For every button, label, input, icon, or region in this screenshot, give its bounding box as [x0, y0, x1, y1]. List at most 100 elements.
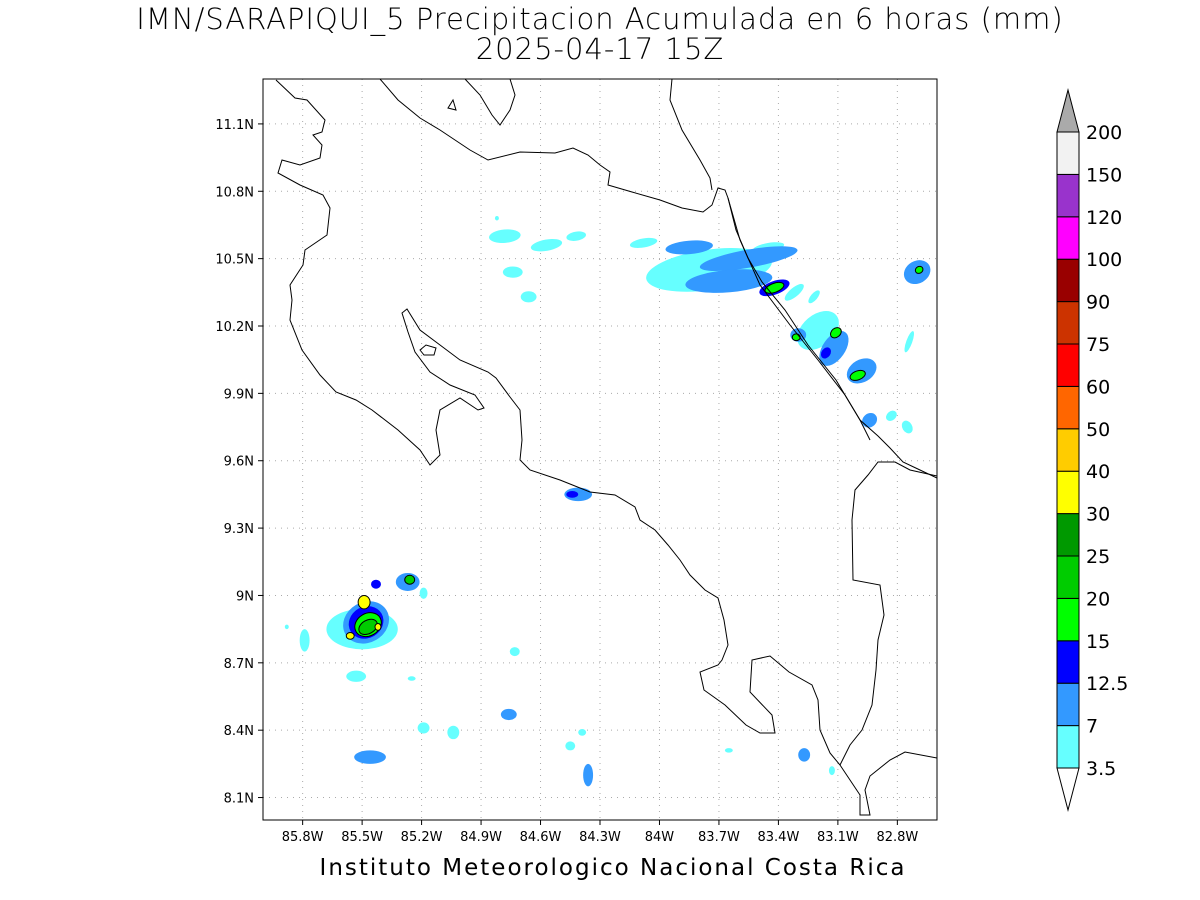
colorbar-level-label: 200 [1086, 122, 1122, 144]
lon-tick-label: 83.4W [758, 830, 800, 845]
precip-cell-light [808, 290, 820, 304]
precip-cell-light [784, 283, 804, 301]
latitude-ticks: 8.1N 8.4N 8.7N 9N 9.3N 9.6N 9.9N 10.2N 10.5N 10.8… [215, 118, 263, 807]
precip-cell [345, 632, 355, 640]
lat-tick-label: 9.3N [224, 522, 254, 537]
precip-cell [914, 265, 924, 274]
precip-cell-light [299, 629, 310, 652]
small-island-north [447, 98, 457, 111]
precip-cell-light [629, 237, 658, 248]
lon-tick-label: 82.8W [876, 830, 918, 845]
lon-tick-label: 84.9W [460, 830, 502, 845]
lat-tick-label: 10.8N [215, 185, 254, 200]
precip-cell-light [494, 215, 499, 221]
lon-tick-label: 85.8W [282, 830, 324, 845]
precip-cell [665, 240, 713, 255]
precip-cell-light [578, 729, 587, 736]
colorbar-swatch [1056, 597, 1080, 642]
colorbar-level-label: 12.5 [1086, 673, 1128, 695]
map-title: IMN/SARAPIQUI_5 Precipitacion Acumulada … [136, 2, 1064, 36]
colorbar-swatch [1056, 131, 1080, 175]
precip-cell [791, 333, 801, 342]
colorbar-under-arrow [1056, 767, 1080, 812]
lon-tick-label: 84.3W [579, 830, 621, 845]
colorbar-swatch [1056, 640, 1080, 684]
lon-tick-label: 85.2W [401, 830, 443, 845]
colorbar-swatch [1056, 470, 1080, 515]
lake-nicaragua-shore [464, 79, 516, 126]
map-subtitle-datetime: 2025-04-17 15Z [475, 32, 725, 66]
colorbar-level-label: 3.5 [1086, 758, 1116, 780]
lon-tick-label: 85.5W [341, 830, 383, 845]
colorbar-swatch [1056, 513, 1080, 557]
colorbar-level-label: 30 [1086, 504, 1110, 526]
colorbar-level-label: 120 [1086, 207, 1122, 229]
precip-cell-light [284, 624, 289, 630]
colorbar-level-label: 50 [1086, 419, 1110, 441]
precip-cell [374, 623, 382, 631]
precip-cell [566, 491, 579, 498]
colorbar-level-label: 15 [1086, 631, 1110, 653]
colorbar-swatch [1056, 385, 1080, 430]
colorbar-over-arrow [1056, 88, 1080, 133]
precip-cell [798, 748, 811, 762]
precip-cell [685, 269, 773, 293]
precip-cell [354, 750, 386, 764]
lon-tick-label: 83.1W [817, 830, 859, 845]
lat-tick-label: 10.2N [215, 320, 254, 335]
colorbar-level-label: 60 [1086, 376, 1110, 398]
colorbar-level-label: 40 [1086, 461, 1110, 483]
precip-cell-light [407, 676, 416, 681]
colorbar-swatch [1056, 682, 1080, 727]
precip-cell-light [886, 410, 897, 421]
map-grid [263, 79, 937, 820]
lon-tick-label: 84.6W [520, 830, 562, 845]
colorbar-legend: 3.5 7 12.5 15 20 25 30 40 50 60 75 90 100 120 150 200 [1056, 88, 1128, 812]
lon-tick-label: 84W [645, 830, 675, 845]
colorbar-level-label: 75 [1086, 334, 1110, 356]
precip-cell-light [447, 725, 460, 740]
precip-cell-light [904, 331, 914, 353]
colorbar-swatch [1056, 173, 1080, 218]
precip-cell-light [417, 722, 430, 734]
precip-cell-light [565, 741, 576, 751]
precip-cell [830, 327, 842, 339]
colorbar-level-label: 20 [1086, 588, 1110, 610]
colorbar-level-label: 90 [1086, 292, 1110, 314]
lat-tick-label: 8.1N [224, 792, 254, 807]
coastlines-borders [275, 79, 937, 816]
lat-tick-label: 11.1N [215, 118, 254, 133]
lon-tick-label: 83.7W [698, 830, 740, 845]
precip-cell-light [509, 647, 520, 657]
precip-cell [820, 347, 832, 359]
precip-cell [371, 579, 381, 589]
colorbar-swatch [1056, 555, 1080, 599]
precipitation-field [284, 215, 931, 787]
precip-cell [500, 708, 517, 721]
precip-cell-light [520, 291, 537, 303]
lat-tick-label: 10.5N [215, 253, 254, 268]
colorbar-level-label: 7 [1086, 716, 1098, 738]
lat-tick-label: 8.7N [224, 657, 254, 672]
institution-credit: Instituto Meteorologico Nacional Costa R… [319, 855, 907, 881]
nicaragua-pacific-coast [275, 79, 937, 816]
plot-frame [262, 78, 938, 821]
colorbar-swatch [1056, 343, 1080, 387]
panama-west-coast [839, 461, 937, 766]
lat-tick-label: 9.9N [224, 387, 254, 402]
precip-cell-light [901, 420, 913, 434]
lat-tick-label: 8.4N [224, 724, 254, 739]
precip-cell [862, 413, 878, 428]
colorbar-swatch [1056, 301, 1080, 345]
colorbar-level-label: 100 [1086, 249, 1122, 271]
colorbar-swatch [1056, 258, 1080, 303]
precip-cell [358, 618, 378, 636]
colorbar-swatch [1056, 428, 1080, 472]
colorbar-swatch [1056, 725, 1080, 769]
colorbar-swatch [1056, 216, 1080, 260]
precip-cell-light [419, 587, 428, 599]
colorbar-level-label: 25 [1086, 546, 1110, 568]
precip-cell [357, 594, 371, 610]
lat-tick-label: 9N [236, 589, 254, 604]
